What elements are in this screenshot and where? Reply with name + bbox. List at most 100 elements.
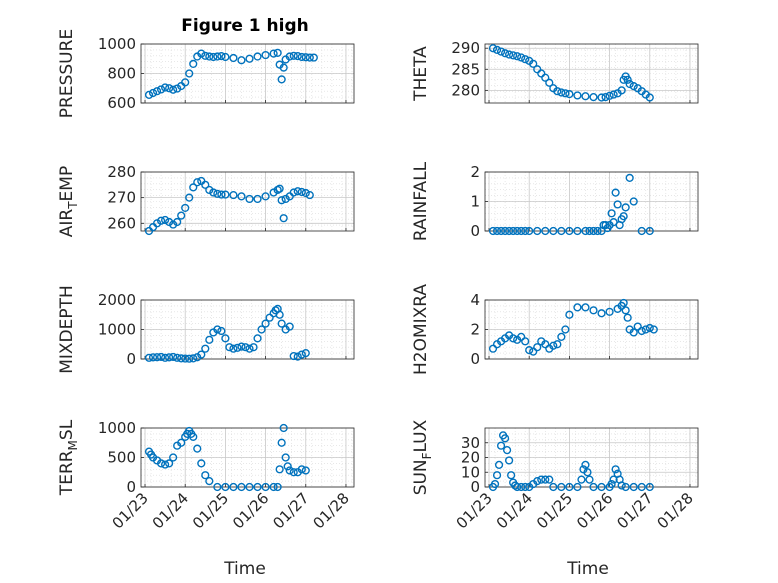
subplot-7: 0500100001/2301/2401/2501/2601/2701/28TE… <box>57 419 355 532</box>
y-axis-label: TERRMSL <box>57 419 80 496</box>
data-point <box>161 215 170 225</box>
data-point <box>529 347 538 356</box>
data-point <box>637 326 646 336</box>
data-point <box>277 196 286 205</box>
data-point <box>221 190 230 199</box>
y-tick-label: 2 <box>470 321 480 339</box>
data-point <box>583 468 592 477</box>
y-tick-label: 1 <box>470 193 480 211</box>
data-point <box>619 212 628 221</box>
data-point <box>621 203 630 212</box>
data-point <box>500 49 510 58</box>
data-point <box>637 482 646 492</box>
y-tick-label: 30 <box>461 434 480 452</box>
data-point <box>617 481 626 490</box>
data-point <box>517 332 526 341</box>
data-point <box>509 334 518 343</box>
y-axis-label: H2OMIXRA <box>411 284 431 375</box>
data-point <box>585 226 594 236</box>
data-point <box>209 188 218 197</box>
y-tick-label: 2000 <box>98 291 136 309</box>
y-tick-label: 260 <box>107 214 136 232</box>
data-point <box>217 326 226 336</box>
data-point <box>209 52 218 62</box>
data-point <box>275 465 284 474</box>
data-point <box>169 352 178 362</box>
data-point <box>189 183 198 192</box>
data-point <box>585 475 594 484</box>
data-point <box>517 482 526 492</box>
data-point <box>623 313 632 322</box>
data-point <box>293 352 302 361</box>
data-point <box>148 88 158 98</box>
data-point <box>237 192 246 201</box>
data-point <box>177 438 186 447</box>
data-point <box>645 226 654 236</box>
data-point <box>225 343 234 352</box>
data-point <box>597 482 606 492</box>
data-point <box>237 482 246 492</box>
data-point <box>189 354 198 363</box>
data-point <box>605 307 614 316</box>
data-point <box>201 51 210 60</box>
data-point <box>496 441 506 450</box>
data-point <box>488 226 498 236</box>
subplot-8: 010203001/2301/2401/2501/2601/2701/28SUN… <box>411 419 699 532</box>
data-point <box>229 344 238 353</box>
axes-box <box>140 43 355 104</box>
data-point <box>623 75 632 84</box>
data-point <box>609 475 618 484</box>
data-point <box>285 322 294 331</box>
data-point <box>205 477 214 486</box>
data-point <box>161 460 170 469</box>
data-point <box>201 471 210 480</box>
x-tick-label: 01/27 <box>613 489 656 532</box>
data-point <box>629 328 638 337</box>
data-point <box>521 337 530 346</box>
data-point <box>245 54 254 63</box>
data-point <box>156 352 166 362</box>
data-point <box>301 188 310 198</box>
data-point <box>565 226 574 236</box>
data-point <box>609 90 618 99</box>
data-point <box>541 475 550 484</box>
data-point <box>148 353 158 362</box>
data-point <box>156 85 166 94</box>
x-tick-label: 01/26 <box>573 489 616 532</box>
data-point <box>549 226 558 236</box>
data-point <box>617 86 626 95</box>
data-point <box>161 83 170 92</box>
data-point <box>277 75 286 84</box>
data-point <box>181 78 190 87</box>
data-point <box>269 482 278 492</box>
data-point <box>309 53 318 62</box>
data-point <box>301 466 310 475</box>
data-point <box>229 53 238 63</box>
data-point <box>245 194 254 204</box>
x-tick-label: 01/27 <box>269 489 312 532</box>
axes-box <box>140 299 355 360</box>
subplot-2: 280 285 290 THETA <box>411 39 699 104</box>
data-point <box>573 482 582 492</box>
data-point <box>221 334 230 343</box>
series-markers <box>488 44 654 102</box>
data-point <box>545 78 554 87</box>
series-markers <box>144 176 314 236</box>
data-point <box>500 226 510 236</box>
data-point <box>490 479 500 489</box>
data-point <box>645 482 654 492</box>
data-point <box>597 93 606 102</box>
data-point <box>565 310 574 319</box>
data-point <box>589 226 598 236</box>
data-point <box>605 91 614 100</box>
data-point <box>525 226 534 236</box>
data-point <box>297 187 306 197</box>
data-point <box>305 190 314 200</box>
data-point <box>625 173 634 183</box>
data-point <box>213 325 222 334</box>
y-axis-label: MIXDEPTH <box>57 285 77 374</box>
data-point <box>197 459 206 468</box>
data-point <box>500 434 510 443</box>
data-point <box>529 59 538 68</box>
data-point <box>297 465 306 474</box>
